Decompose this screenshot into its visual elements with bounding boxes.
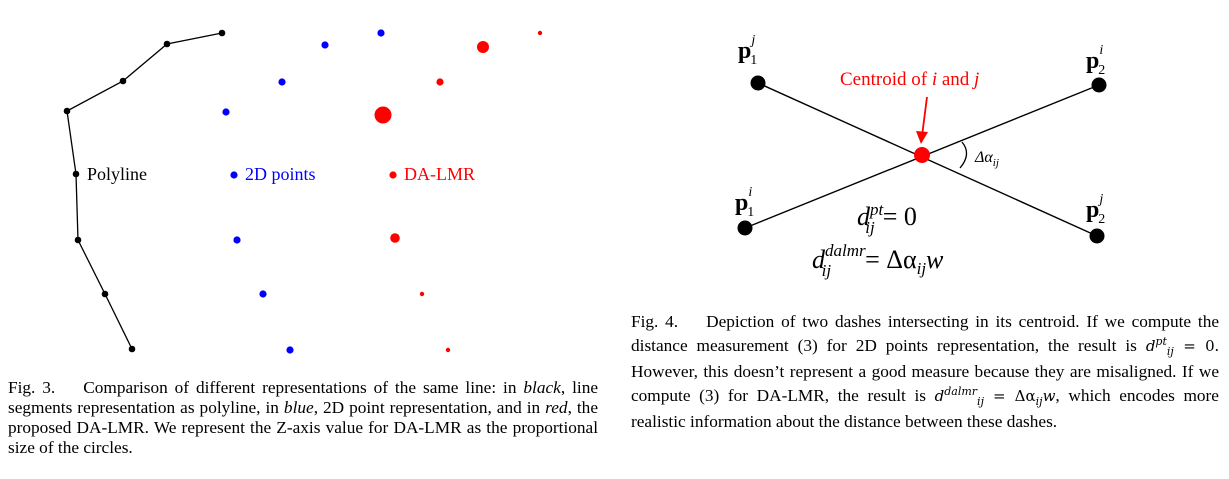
caption-text: , which encodes more realistic informati… bbox=[631, 386, 1219, 431]
polyline-vertex bbox=[63, 107, 71, 115]
dalmr-point bbox=[419, 291, 425, 297]
dalmr-point bbox=[537, 30, 543, 36]
caption-text: , 2D point representation, and in bbox=[313, 398, 546, 417]
centroid-arrow-head bbox=[916, 131, 928, 144]
dalmr-point bbox=[390, 233, 400, 243]
polyline-vertex bbox=[218, 29, 226, 37]
dalmr-point bbox=[445, 347, 451, 353]
figure-3-illustration: Polyline 2D points DA-LMR bbox=[63, 29, 543, 354]
label-p2-i: pi 2 bbox=[1086, 43, 1105, 78]
caption-emphasis-black: black bbox=[523, 378, 561, 397]
annotation-i: i bbox=[932, 69, 937, 90]
label-p2-j: pj 2 bbox=[1086, 192, 1105, 227]
centroid-arrow bbox=[921, 96, 928, 137]
angle-label: Δαij bbox=[974, 149, 999, 169]
polyline-line bbox=[66, 32, 223, 350]
centroid-annotation: Centroid of i and j bbox=[840, 69, 979, 90]
dalmr-point bbox=[477, 41, 489, 53]
point-2d bbox=[230, 171, 238, 179]
caption-emphasis-blue: blue bbox=[283, 398, 314, 417]
point-2d bbox=[233, 236, 241, 244]
polyline-vertex bbox=[163, 40, 171, 48]
figure-3-caption: Fig. 3. Comparison of different represent… bbox=[8, 378, 598, 458]
points-2d bbox=[222, 29, 385, 354]
caption-text: Comparison of different representations … bbox=[83, 378, 524, 397]
annotation-and: and bbox=[937, 69, 974, 90]
figure-4-illustration: Centroid of i and j Δαij pj 1 pi 2 pi 1 pj 2… bbox=[735, 33, 1107, 280]
angle-subscript: ij bbox=[993, 157, 999, 169]
caption-math-dalmr: ddalmrij = Δαijw bbox=[934, 385, 1056, 408]
polyline-vertex bbox=[72, 170, 80, 178]
annotation-prefix: Centroid of bbox=[840, 69, 932, 90]
caption-emphasis-red: red bbox=[545, 398, 568, 417]
dalmr-point bbox=[389, 171, 397, 179]
point-2d bbox=[259, 290, 267, 298]
equation-dalmr: ddalmr ij = Δαijw bbox=[812, 241, 944, 280]
point-2d bbox=[278, 78, 286, 86]
polyline-vertex bbox=[119, 77, 127, 85]
dalmr-point bbox=[436, 78, 444, 86]
endpoint-p1-j bbox=[750, 75, 766, 91]
figure-4-caption: Fig. 4. Depiction of two dashes intersect… bbox=[631, 312, 1219, 432]
angle-arc bbox=[959, 141, 968, 169]
caption-label: Fig. 4. bbox=[631, 312, 679, 331]
endpoint-p2-i bbox=[1091, 77, 1107, 93]
equation-pt: dpt ij = 0 bbox=[857, 200, 917, 237]
caption-math-pt: dptij = 0 bbox=[1145, 335, 1215, 358]
polyline-vertex bbox=[74, 236, 82, 244]
endpoint-p2-j bbox=[1089, 228, 1105, 244]
point-2d bbox=[222, 108, 230, 116]
point-2d bbox=[286, 346, 294, 354]
centroid-point bbox=[914, 147, 930, 163]
points-2d-label: 2D points bbox=[245, 164, 316, 184]
polyline-vertex bbox=[101, 290, 109, 298]
caption-text: . However, this doesn’t represent a good… bbox=[631, 336, 1219, 405]
polyline-vertices bbox=[63, 29, 226, 353]
caption-text: Depiction of two dashes intersecting in … bbox=[631, 312, 1220, 355]
polyline-vertex bbox=[128, 345, 136, 353]
point-2d bbox=[321, 41, 329, 49]
point-2d bbox=[377, 29, 385, 37]
caption-text: , the proposed DA-LMR. We represent the … bbox=[8, 398, 598, 457]
caption-label: Fig. 3. bbox=[8, 378, 56, 397]
caption-text: , line segments representation as polyli… bbox=[8, 378, 599, 417]
dalmr-point bbox=[374, 106, 392, 124]
label-p1-j: pj 1 bbox=[738, 33, 757, 68]
angle-symbol: Δα bbox=[974, 149, 993, 166]
label-p1-i: pi 1 bbox=[735, 185, 754, 220]
annotation-j: j bbox=[971, 69, 979, 90]
polyline-label: Polyline bbox=[87, 164, 147, 184]
endpoint-p1-i bbox=[737, 220, 753, 236]
dalmr-label: DA-LMR bbox=[404, 164, 475, 184]
dalmr-points bbox=[374, 30, 543, 353]
